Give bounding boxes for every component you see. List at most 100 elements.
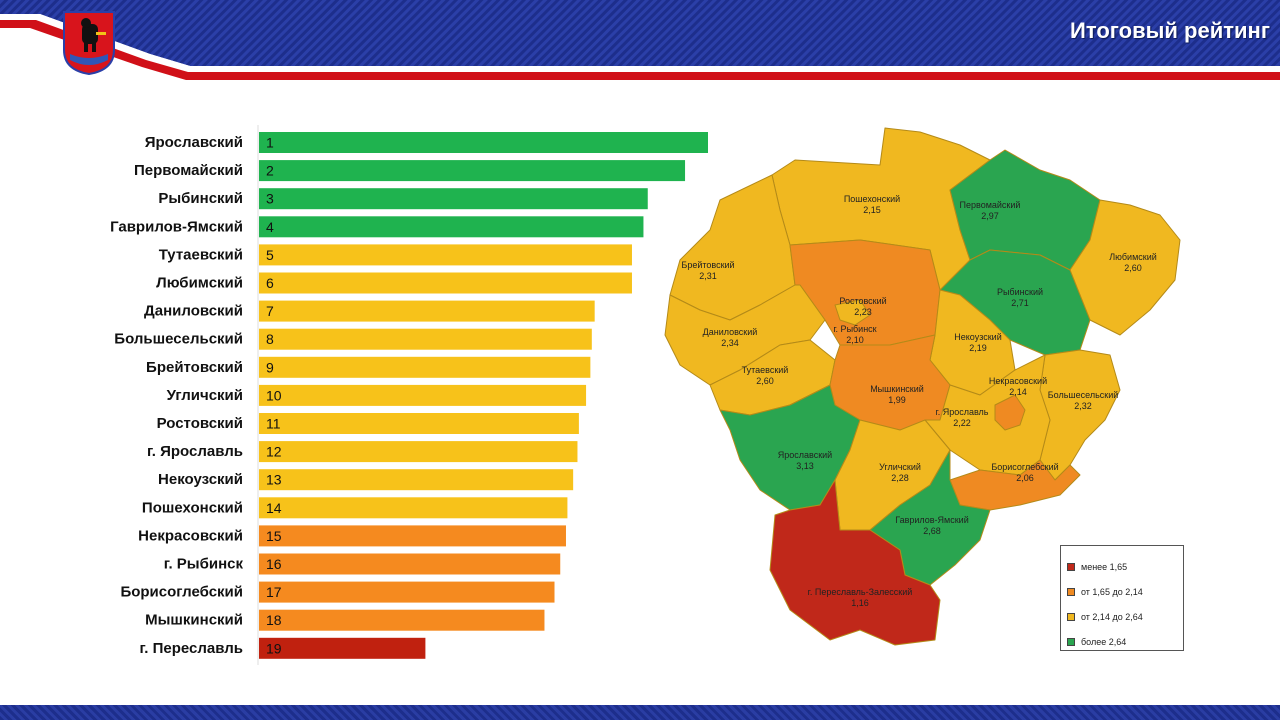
legend-label: менее 1,65 — [1081, 561, 1128, 572]
map-region-name: Большесельский — [1048, 390, 1119, 400]
footer-band — [0, 705, 1280, 720]
map-region-name: Любимский — [1109, 252, 1157, 262]
map-region-value: 3,13 — [796, 461, 814, 471]
map-region-name: Угличский — [879, 462, 921, 472]
bar — [259, 553, 561, 575]
map-region-value: 1,99 — [888, 395, 906, 405]
map-region-value: 2,06 — [1016, 473, 1034, 483]
legend-item: более 2,64 — [1067, 629, 1177, 654]
rank-label: 13 — [266, 472, 282, 488]
map-region-value: 2,10 — [846, 335, 864, 345]
rank-label: 11 — [266, 416, 281, 432]
map-region-name: Некрасовский — [989, 376, 1047, 386]
rank-label: 6 — [266, 275, 274, 291]
rank-label: 12 — [266, 444, 282, 460]
map-region-value: 2,14 — [1009, 387, 1027, 397]
map-legend: менее 1,65 от 1,65 до 2,14 от 2,14 до 2,… — [1060, 545, 1184, 651]
legend-swatch — [1067, 562, 1075, 571]
bar — [259, 132, 708, 153]
map-region-nekouzsky — [664, 284, 826, 386]
legend-swatch — [1067, 587, 1075, 596]
ranking-bar-chart: Ярославский 1 Первомайский 2 Рыбинский 3 Гаври… — [0, 125, 720, 665]
bar — [259, 216, 644, 238]
map-region-value: 2,31 — [699, 271, 717, 281]
map-region-nekrasovsky — [1039, 349, 1121, 481]
category-label: Брейтовский — [146, 359, 243, 376]
bar — [259, 637, 426, 659]
map-region-value: 2,71 — [1011, 298, 1029, 308]
bar — [259, 469, 574, 491]
bar — [259, 160, 686, 182]
rank-label: 14 — [266, 500, 282, 516]
map-region-value: 2,60 — [756, 376, 774, 386]
category-label: Пошехонский — [142, 499, 243, 516]
map-region-name: Мышкинский — [870, 384, 924, 394]
bar — [259, 272, 632, 294]
map-region-value: 1,16 — [851, 598, 869, 608]
legend-label: более 2,64 — [1081, 636, 1127, 647]
map-region-name: г. Рыбинск — [833, 324, 876, 334]
bar — [259, 356, 591, 378]
bar — [259, 413, 579, 434]
bar — [259, 609, 545, 631]
category-label: Любимский — [156, 275, 243, 292]
category-label: Борисоглебский — [120, 584, 243, 601]
category-label: Некоузский — [158, 471, 243, 488]
rank-label: 17 — [266, 584, 282, 600]
map-region-name: Ростовский — [839, 296, 886, 306]
map-region-name: Рыбинский — [997, 287, 1043, 297]
bar — [259, 328, 592, 350]
header-band: Итоговый рейтинг — [0, 0, 1280, 84]
legend-label: от 2,14 до 2,64 — [1081, 611, 1143, 622]
category-label: Некрасовский — [138, 527, 243, 544]
region-map: Пошехонский 2,15 Первомайский 2,97 Брейтовск… — [660, 120, 1190, 650]
map-region-yaroslavl-city — [994, 394, 1026, 431]
category-label: Ростовский — [157, 415, 243, 432]
category-label: г. Рыбинск — [164, 556, 244, 573]
category-label: Рыбинский — [158, 190, 243, 207]
legend-label: от 1,65 до 2,14 — [1081, 586, 1143, 597]
coat-of-arms-icon — [62, 10, 116, 76]
category-label: Даниловский — [144, 303, 243, 320]
bar — [259, 497, 568, 519]
category-label: Первомайский — [134, 162, 243, 179]
map-region-rybinsk-city — [834, 299, 871, 326]
map-region-value: 2,68 — [923, 526, 941, 536]
rank-label: 15 — [266, 528, 282, 544]
legend-item: менее 1,65 — [1067, 554, 1177, 579]
rank-label: 10 — [266, 387, 282, 403]
map-region-name: Пошехонский — [844, 194, 900, 204]
category-label: Мышкинский — [145, 612, 243, 629]
map-region-value: 2,23 — [854, 307, 872, 317]
map-region-value: 2,60 — [1124, 263, 1142, 273]
bar — [259, 300, 595, 322]
map-region-value: 2,15 — [863, 205, 881, 215]
map-region-name: Ярославский — [778, 450, 832, 460]
bar — [259, 581, 555, 603]
rank-label: 1 — [266, 135, 274, 151]
legend-swatch — [1067, 637, 1075, 646]
category-label: Ярославский — [145, 134, 243, 151]
bar — [259, 525, 566, 547]
rank-label: 7 — [266, 303, 274, 319]
rank-label: 19 — [266, 640, 282, 656]
map-region-name: Брейтовский — [681, 260, 734, 270]
map-region-value: 2,19 — [969, 343, 987, 353]
category-label: Большесельский — [114, 331, 243, 348]
map-region-value: 2,97 — [981, 211, 999, 221]
rank-label: 8 — [266, 331, 274, 347]
map-region-lyubimsky — [1069, 199, 1181, 336]
header-decoration — [0, 0, 1280, 80]
bar — [259, 441, 578, 463]
category-label: г. Переславль — [140, 640, 244, 657]
rank-label: 5 — [266, 247, 274, 263]
map-region-value: 2,34 — [721, 338, 739, 348]
legend-item: от 1,65 до 2,14 — [1067, 579, 1177, 604]
rank-label: 9 — [266, 359, 274, 375]
map-region-name: Первомайский — [960, 200, 1021, 210]
category-label: г. Ярославль — [147, 443, 243, 460]
map-region-name: г. Ярославль — [936, 407, 989, 417]
map-region-name: Борисоглебский — [991, 462, 1058, 472]
map-region-value: 2,32 — [1074, 401, 1092, 411]
map-region-pereslavl — [769, 479, 941, 646]
